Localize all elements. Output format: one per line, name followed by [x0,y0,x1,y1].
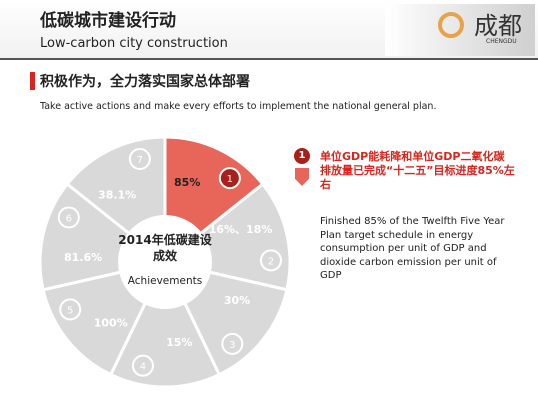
segment-badge [259,249,282,272]
segment-number: 2 [268,256,274,267]
segment-number: 3 [229,340,235,351]
logo-text: 成都 [474,12,522,40]
center-title: 2014年低碳建设成效 [118,233,212,263]
segment-badge [218,167,241,190]
segment [108,258,222,389]
detail-badge: 1 [294,148,310,164]
segment-value: 81.6% [64,251,102,264]
segment-number: 5 [67,305,73,316]
detail-title: 单位GDP能耗降和单位GDP二氧化碳排放量已完成“十二五”目标进度85%左右 [320,150,515,191]
heading-marker [30,72,35,90]
segment-value: 30% [224,294,250,307]
segment-value: 15% [166,336,192,349]
segment-value: 38.1% [98,188,136,201]
segment-badge [128,148,151,171]
section-heading: 积极作为，全力落实国家总体部署 [40,74,250,90]
header-subtitle: Low-carbon city construction [40,36,228,51]
segment-value: 100% [94,316,128,329]
segment-badge [59,298,82,321]
section-text: Take active actions and make every effor… [40,101,437,112]
segment-badge [57,206,80,229]
header-title: 低碳城市建设行动 [40,11,176,31]
detail-pointer [295,168,309,186]
segment-number: 4 [140,362,146,373]
segment-badge [221,332,244,355]
logo-icon [438,12,464,38]
logo-sub: CHENGDU [486,38,517,45]
segment-value: 85% [174,176,200,189]
center-subtitle: Achievements [127,275,203,287]
segment-number: 1 [227,174,233,185]
segment-number: 6 [66,213,72,224]
segment-value: 16%、18% [209,223,273,236]
segment-number: 7 [137,155,143,166]
detail-text: Finished 85% of the Twelfth Five Year Pl… [320,216,505,281]
segment-badge [131,354,154,377]
center-circle [118,215,212,309]
